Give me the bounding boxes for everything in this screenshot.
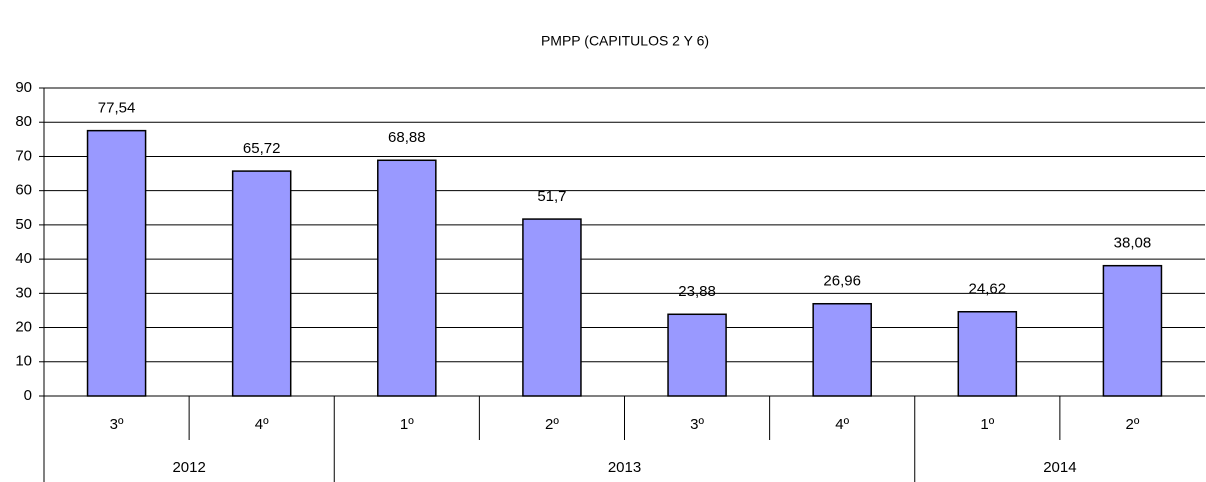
y-tick-label: 60 xyxy=(15,182,32,199)
bar xyxy=(812,302,872,397)
value-label: 23,88 xyxy=(678,283,716,300)
bar xyxy=(377,159,437,397)
x-tick-label: 4º xyxy=(835,416,849,433)
value-label: 24,62 xyxy=(969,281,1007,298)
bar xyxy=(1102,264,1163,397)
bar xyxy=(957,310,1018,397)
value-label: 65,72 xyxy=(243,140,281,157)
group-label: 2012 xyxy=(172,459,205,476)
value-label: 51,7 xyxy=(537,188,566,205)
x-tick-label: 1º xyxy=(400,416,414,433)
value-label: 77,54 xyxy=(98,100,136,117)
y-tick-label: 0 xyxy=(24,387,32,404)
x-tick-label: 2º xyxy=(1126,416,1140,433)
x-tick-label: 3º xyxy=(110,416,124,433)
x-tick-label: 4º xyxy=(255,416,269,433)
x-tick-label: 1º xyxy=(980,416,994,433)
y-tick-label: 90 xyxy=(15,79,32,96)
y-tick-label: 20 xyxy=(15,319,32,336)
x-tick-label: 3º xyxy=(690,416,704,433)
value-label: 38,08 xyxy=(1114,235,1152,252)
value-label: 26,96 xyxy=(823,273,861,290)
bar xyxy=(667,313,727,397)
bar xyxy=(522,218,582,397)
x-tick-label: 2º xyxy=(545,416,559,433)
y-tick-label: 80 xyxy=(15,113,32,130)
group-label: 2013 xyxy=(608,459,641,476)
group-label: 2014 xyxy=(1043,459,1076,476)
bar xyxy=(86,129,147,397)
y-tick-label: 40 xyxy=(15,250,32,267)
chart-title: PMPP (CAPITULOS 2 Y 6) xyxy=(541,33,709,49)
y-tick-label: 10 xyxy=(15,353,32,370)
y-tick-label: 30 xyxy=(15,284,32,301)
y-tick-label: 70 xyxy=(15,147,32,164)
y-tick-label: 50 xyxy=(15,216,32,233)
value-label: 68,88 xyxy=(388,129,426,146)
bar xyxy=(231,170,292,397)
